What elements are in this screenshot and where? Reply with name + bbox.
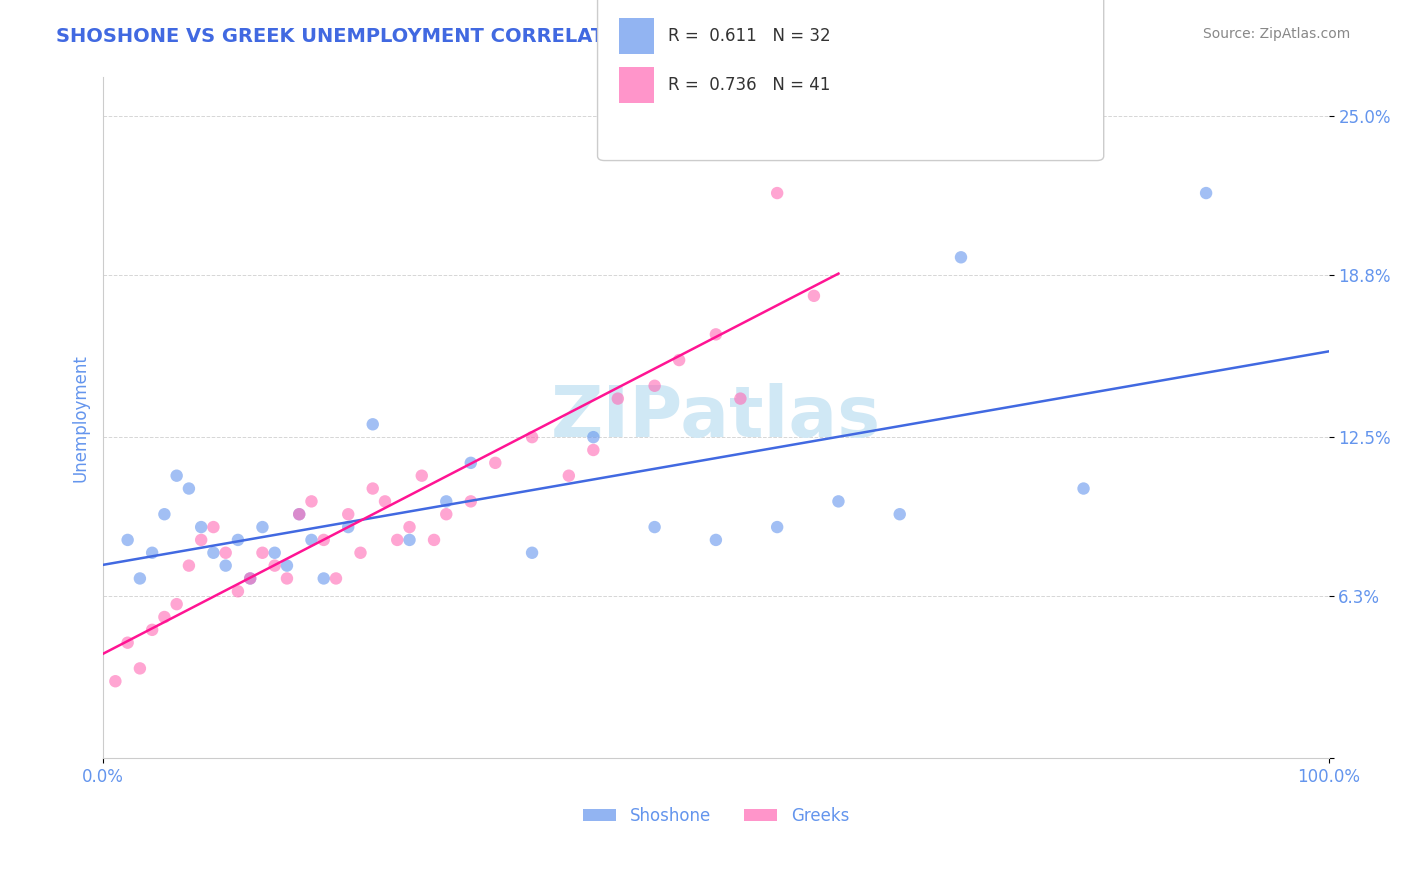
Point — [301, 533, 323, 547]
Point — [582, 430, 605, 444]
Point — [730, 392, 752, 406]
Point — [460, 494, 482, 508]
Point — [361, 417, 384, 432]
Text: ZIPatlas: ZIPatlas — [551, 384, 882, 452]
Point — [606, 392, 628, 406]
Point — [226, 533, 249, 547]
Point — [239, 571, 262, 585]
Point — [177, 482, 200, 496]
Point — [398, 533, 420, 547]
Point — [301, 494, 323, 508]
Point — [827, 494, 849, 508]
Point — [166, 597, 188, 611]
Point — [374, 494, 396, 508]
Point — [141, 623, 163, 637]
Point — [202, 520, 225, 534]
Point — [239, 571, 262, 585]
Point — [704, 533, 727, 547]
Point — [128, 661, 150, 675]
Point — [312, 533, 335, 547]
Text: R =  0.611   N = 32: R = 0.611 N = 32 — [668, 27, 831, 45]
Point — [252, 546, 274, 560]
Point — [1195, 186, 1218, 200]
Point — [520, 546, 543, 560]
Point — [704, 327, 727, 342]
Point — [312, 571, 335, 585]
Point — [434, 507, 457, 521]
Point — [325, 571, 347, 585]
Point — [117, 533, 139, 547]
Point — [949, 250, 972, 264]
Text: SHOSHONE VS GREEK UNEMPLOYMENT CORRELATION CHART: SHOSHONE VS GREEK UNEMPLOYMENT CORRELATI… — [56, 27, 724, 45]
Point — [276, 558, 298, 573]
Point — [644, 378, 666, 392]
Point — [153, 507, 176, 521]
Point — [827, 147, 849, 161]
Point — [190, 520, 212, 534]
Point — [766, 520, 789, 534]
Point — [166, 468, 188, 483]
Text: Source: ZipAtlas.com: Source: ZipAtlas.com — [1202, 27, 1350, 41]
Point — [215, 558, 238, 573]
Point — [582, 442, 605, 457]
Point — [398, 520, 420, 534]
Point — [190, 533, 212, 547]
Point — [1073, 482, 1095, 496]
Point — [803, 289, 825, 303]
Point — [104, 674, 127, 689]
Point — [128, 571, 150, 585]
Point — [252, 520, 274, 534]
Legend: Shoshone, Greeks: Shoshone, Greeks — [576, 800, 856, 831]
Point — [263, 558, 285, 573]
Point — [644, 520, 666, 534]
Point — [387, 533, 409, 547]
Point — [349, 546, 371, 560]
Point — [766, 186, 789, 200]
Point — [668, 353, 690, 368]
Point — [215, 546, 238, 560]
Point — [226, 584, 249, 599]
Point — [460, 456, 482, 470]
Point — [520, 430, 543, 444]
Point — [484, 456, 506, 470]
Point — [423, 533, 446, 547]
Text: R =  0.736   N = 41: R = 0.736 N = 41 — [668, 76, 830, 94]
Point — [411, 468, 433, 483]
Point — [117, 636, 139, 650]
Point — [434, 494, 457, 508]
Point — [263, 546, 285, 560]
Point — [202, 546, 225, 560]
Point — [276, 571, 298, 585]
Point — [141, 546, 163, 560]
Point — [558, 468, 581, 483]
Point — [337, 520, 360, 534]
Point — [153, 610, 176, 624]
Point — [361, 482, 384, 496]
Point — [288, 507, 311, 521]
Point — [288, 507, 311, 521]
Point — [889, 507, 911, 521]
Point — [177, 558, 200, 573]
Y-axis label: Unemployment: Unemployment — [72, 354, 89, 482]
Point — [337, 507, 360, 521]
